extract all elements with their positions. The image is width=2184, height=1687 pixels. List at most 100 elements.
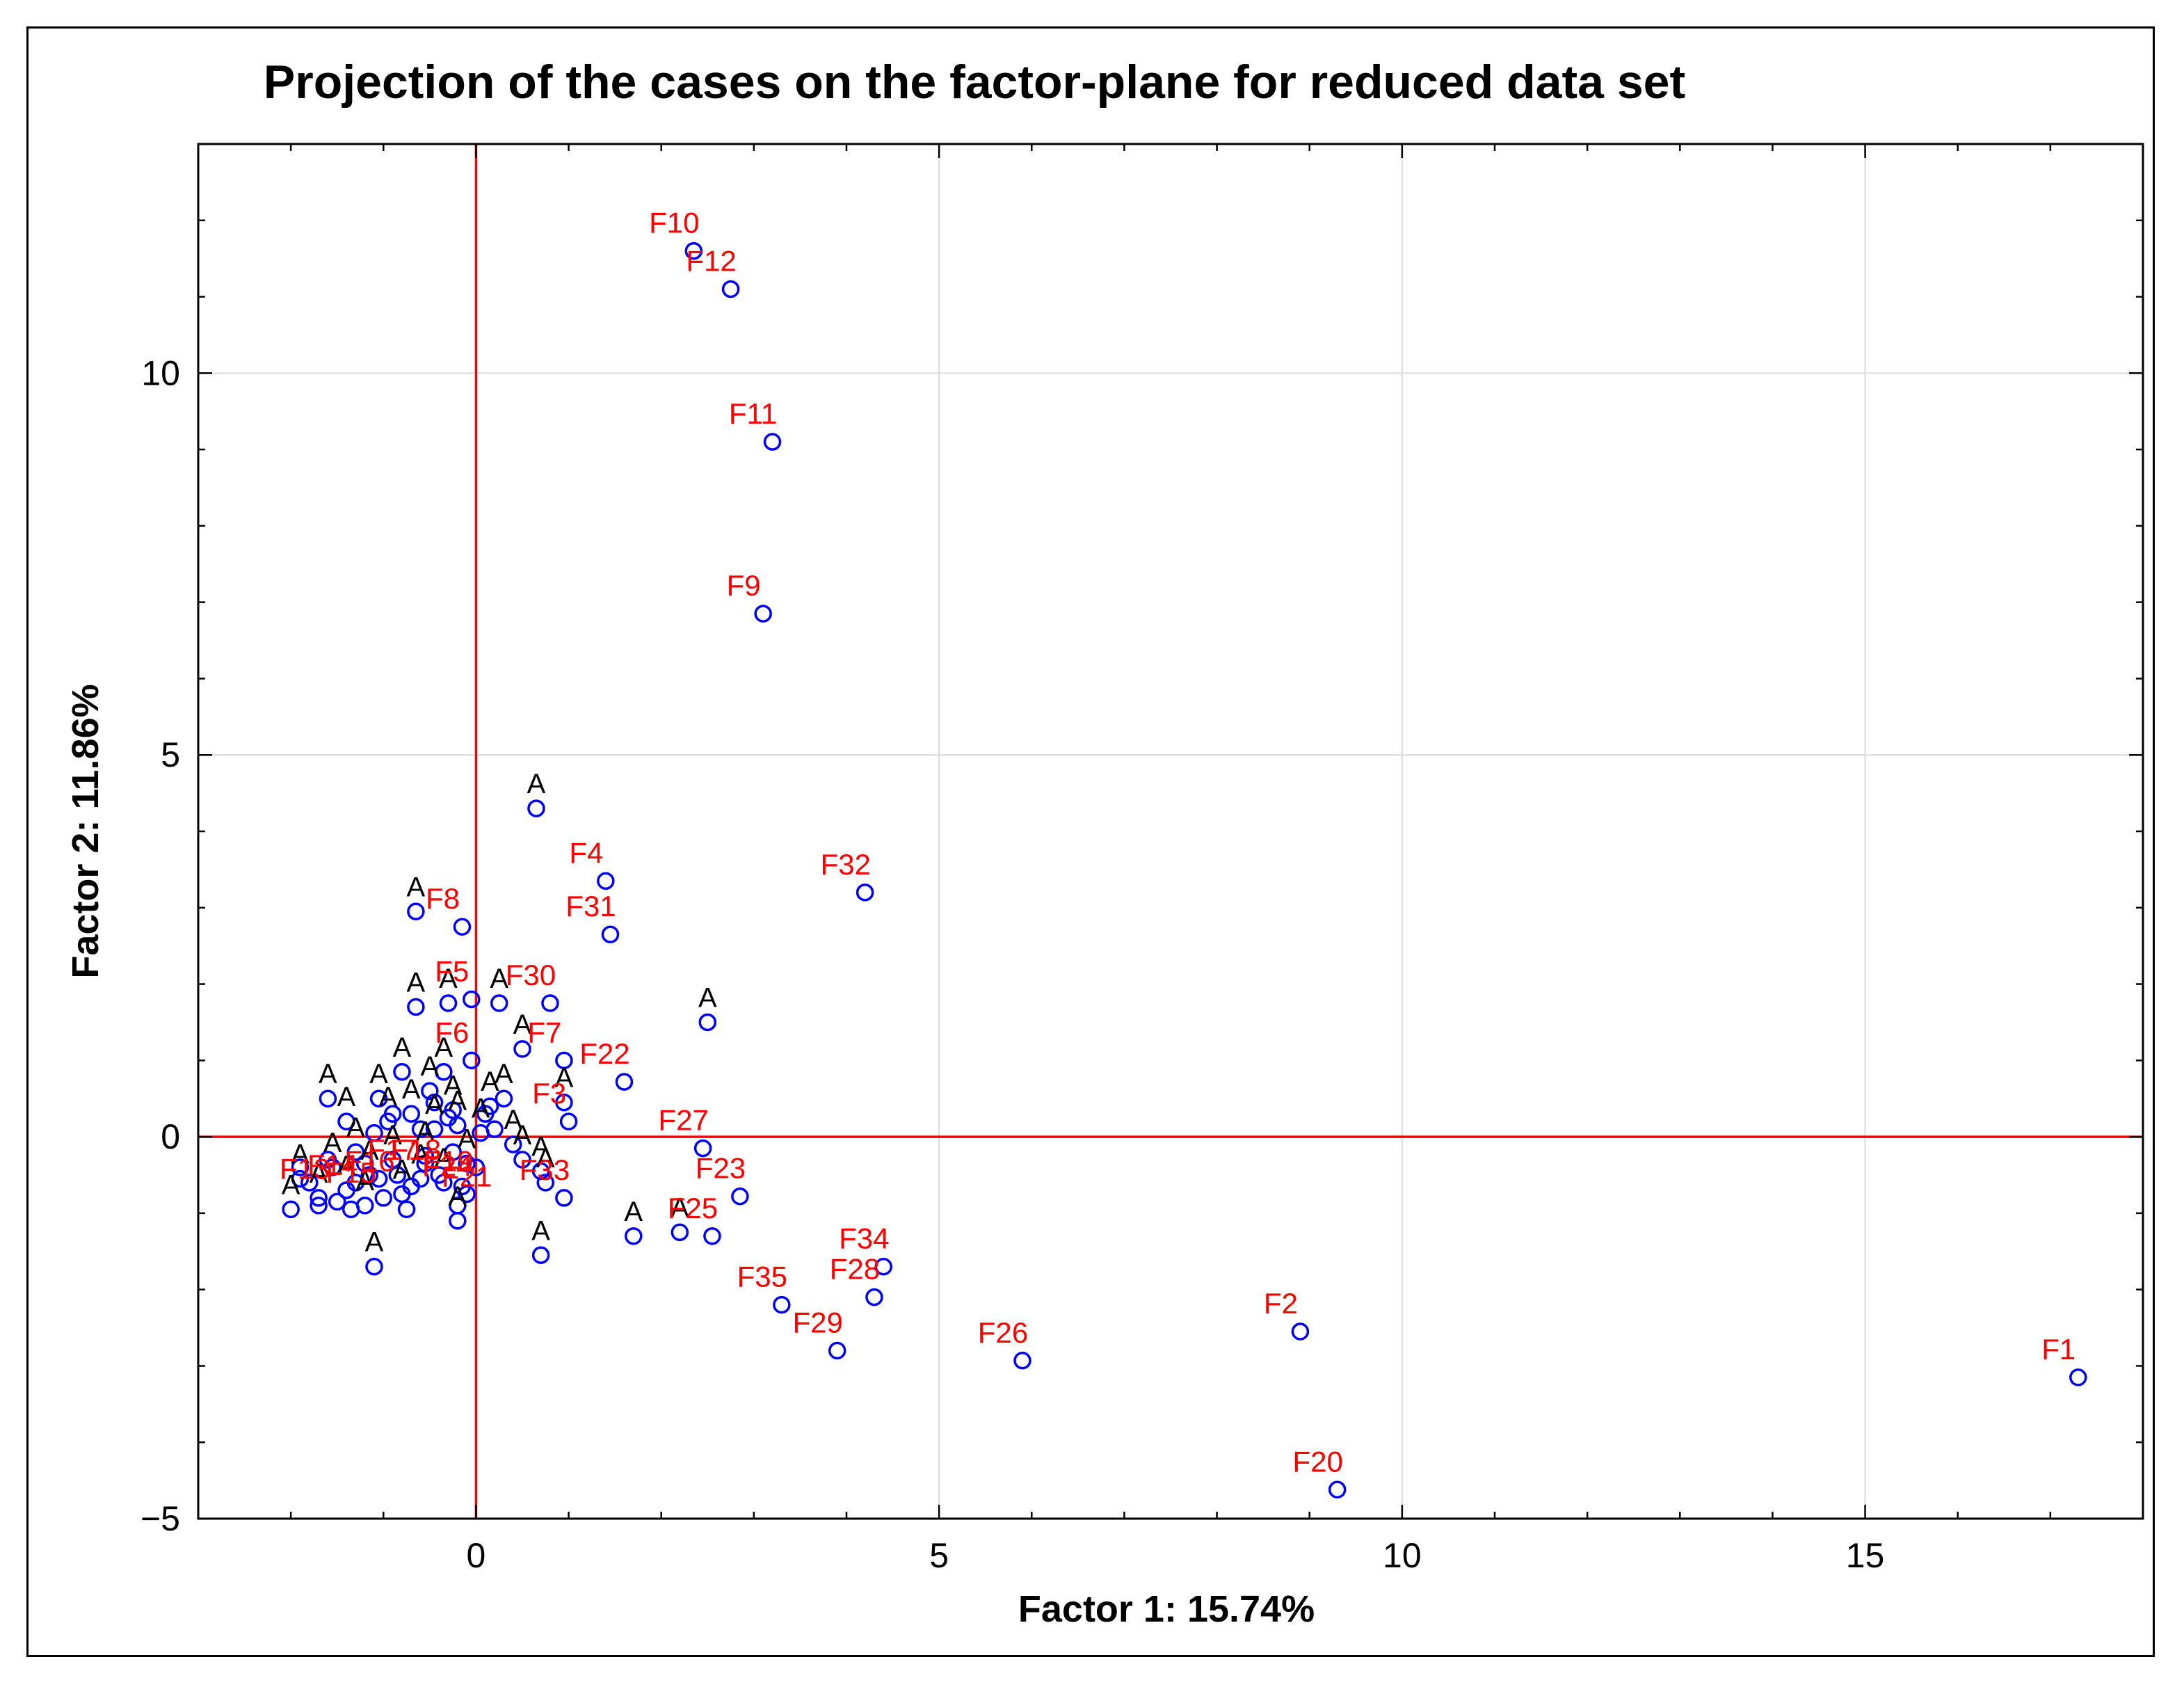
data-point xyxy=(865,1288,883,1306)
data-point xyxy=(476,1105,495,1123)
data-point xyxy=(374,1189,393,1207)
data-point xyxy=(495,1089,513,1108)
point-label-f12: F12 xyxy=(686,245,736,278)
case-label: A xyxy=(425,1089,444,1120)
point-label-f2: F2 xyxy=(1264,1287,1298,1320)
point-label-f9: F9 xyxy=(727,569,761,602)
data-point xyxy=(310,1197,328,1215)
y-tick-label: 5 xyxy=(161,735,180,774)
data-point xyxy=(527,799,545,817)
point-label-f5: F5 xyxy=(435,955,469,988)
x-axis-label: Factor 1: 15.74% xyxy=(1018,1588,1315,1630)
cluster-label: F19 xyxy=(423,1145,473,1178)
case-label: A xyxy=(282,1169,300,1200)
y-axis-label: Factor 2: 11.86% xyxy=(65,684,106,978)
case-label: A xyxy=(531,1132,550,1162)
data-point xyxy=(407,902,425,921)
data-point xyxy=(763,433,782,451)
point-label-f6: F6 xyxy=(435,1016,469,1048)
point-label-f1: F1 xyxy=(2041,1333,2075,1366)
case-label: A xyxy=(337,1082,356,1112)
y-tick-label: −5 xyxy=(140,1499,180,1538)
chart-title: Projection of the cases on the factor-pl… xyxy=(264,56,1685,109)
data-point xyxy=(531,1246,550,1265)
data-point xyxy=(449,1197,467,1215)
case-label: A xyxy=(472,1094,490,1124)
case-label: A xyxy=(355,1166,374,1197)
data-point xyxy=(435,1063,453,1081)
data-point xyxy=(625,1227,643,1245)
data-point xyxy=(383,1151,402,1169)
case-label: A xyxy=(310,1158,328,1189)
data-point xyxy=(490,994,508,1012)
data-point xyxy=(365,1257,383,1276)
data-point xyxy=(698,1013,717,1032)
data-point xyxy=(411,1120,430,1138)
data-point xyxy=(513,1040,531,1058)
case-label: A xyxy=(369,1059,388,1089)
case-label: A xyxy=(360,1135,379,1166)
cluster-label: F16 xyxy=(344,1145,394,1178)
x-tick-label: 0 xyxy=(467,1536,486,1575)
point-label-f28: F28 xyxy=(830,1253,880,1286)
data-point xyxy=(346,1174,365,1192)
data-point xyxy=(439,1108,458,1127)
x-tick-label: 5 xyxy=(929,1536,949,1575)
cluster-label: F15 xyxy=(326,1156,376,1189)
data-point xyxy=(300,1174,319,1192)
data-point xyxy=(319,1151,337,1169)
case-label: A xyxy=(323,1128,342,1158)
data-point xyxy=(355,1154,374,1173)
case-label: A xyxy=(434,1143,453,1174)
case-label: A xyxy=(481,1066,499,1097)
case-label: A xyxy=(411,1139,430,1169)
case-label: A xyxy=(490,964,508,994)
point-label-f27: F27 xyxy=(658,1104,708,1137)
point-label-f35: F35 xyxy=(737,1261,787,1293)
data-point xyxy=(449,1212,467,1230)
data-point xyxy=(531,1162,550,1181)
data-point xyxy=(504,1135,522,1153)
point-label-f20: F20 xyxy=(1292,1445,1342,1478)
data-point xyxy=(828,1341,846,1360)
data-point xyxy=(693,1139,712,1158)
case-label: A xyxy=(416,1117,435,1147)
data-point xyxy=(360,1166,379,1184)
chart-frame: Projection of the cases on the factor-pl… xyxy=(26,26,2155,1657)
data-point xyxy=(291,1158,310,1176)
case-label: A xyxy=(698,982,717,1013)
data-point xyxy=(337,1112,355,1130)
case-label: A xyxy=(402,1074,421,1105)
data-point xyxy=(463,1051,481,1070)
data-point xyxy=(597,872,615,890)
data-point xyxy=(402,1177,420,1196)
cluster-label: F13 xyxy=(280,1152,330,1185)
point-label-f30: F30 xyxy=(506,959,556,991)
point-label-f32: F32 xyxy=(820,848,870,881)
cluster-label: F14 xyxy=(307,1149,358,1181)
point-label-f7: F7 xyxy=(527,1016,561,1048)
case-label: A xyxy=(624,1197,643,1227)
data-point xyxy=(1291,1322,1310,1341)
case-label: A xyxy=(393,1154,412,1185)
point-label-f31: F31 xyxy=(565,890,616,922)
data-point xyxy=(425,1120,444,1138)
data-point xyxy=(721,280,740,298)
case-label: A xyxy=(393,1032,412,1063)
scatter-chart: Projection of the cases on the factor-pl… xyxy=(65,56,2144,1630)
data-point xyxy=(463,990,481,1009)
data-point xyxy=(513,1151,531,1169)
grid-lines xyxy=(198,144,2143,1519)
case-label: A xyxy=(365,1227,384,1258)
cluster-label: F18 xyxy=(391,1133,441,1166)
case-label: A xyxy=(421,1051,440,1082)
case-label: A xyxy=(448,1181,467,1212)
plot-area xyxy=(197,143,2144,1520)
data-point xyxy=(601,925,620,943)
data-point xyxy=(1013,1352,1031,1370)
point-label-f8: F8 xyxy=(426,882,460,915)
tick-labels: 0 5 10 15 −5 0 5 10 xyxy=(140,353,1884,1575)
data-point xyxy=(444,1143,462,1161)
